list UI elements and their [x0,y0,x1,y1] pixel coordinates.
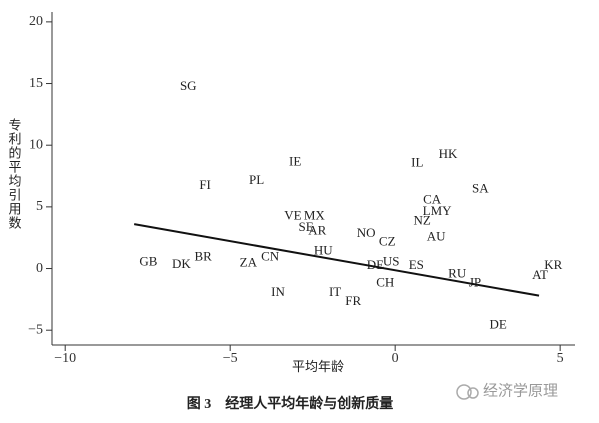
point-label: FR [345,293,361,308]
fit-line [133,223,540,297]
point-label: FI [199,177,211,192]
point-label: CZ [379,234,396,249]
point-label: JP [469,274,481,289]
point-label: ZA [240,255,258,270]
y-tick-label: 15 [29,76,43,91]
point-label: NO [357,225,376,240]
point-label: DE [489,316,506,331]
point-label: KR [544,257,562,272]
point-label: CN [261,248,280,263]
x-axis-label: 平均年龄 [292,359,344,374]
point-label: IN [271,284,285,299]
point-label: PL [249,172,264,187]
point-label: IE [289,153,301,168]
y-axis-label: 专利的平均引用数 [7,118,22,230]
point-label: IT [329,284,341,299]
caption: 图 3 经理人平均年龄与创新质量 [187,395,394,412]
point-label: DE [367,257,384,272]
point-label: HU [314,242,333,257]
point-label: CA [423,192,442,207]
x-tick-label: −5 [223,351,238,366]
point-label: DK [172,256,191,271]
point-label: US [383,253,400,268]
point-label: SE [298,219,313,234]
point-label: HK [439,146,458,161]
point-label: GB [139,253,157,268]
y-tick-label: 20 [29,14,43,29]
point-label: CH [376,274,394,289]
x-tick-label: 5 [557,351,564,366]
watermark: 经济学原理 [483,382,558,399]
point-label: LMY [423,203,453,218]
x-tick-label: −10 [54,351,76,366]
point-label: NZ [414,213,431,228]
y-tick-label: 5 [36,199,43,214]
y-tick-label: 10 [29,137,43,152]
point-label: RU [448,266,467,281]
point-label: VE [284,208,301,223]
y-tick-label: 0 [36,261,43,276]
x-tick-label: 0 [392,351,399,366]
point-label: BR [194,248,212,263]
point-label: AR [308,223,326,238]
point-label: SG [180,78,197,93]
watermark-icon [456,384,479,400]
point-label: IL [411,155,423,170]
point-label: AT [532,267,548,282]
point-label: AU [427,229,446,244]
point-label: SA [472,181,489,196]
point-label: MX [304,208,326,223]
point-label: ES [409,257,424,272]
y-tick-label: −5 [28,322,43,337]
